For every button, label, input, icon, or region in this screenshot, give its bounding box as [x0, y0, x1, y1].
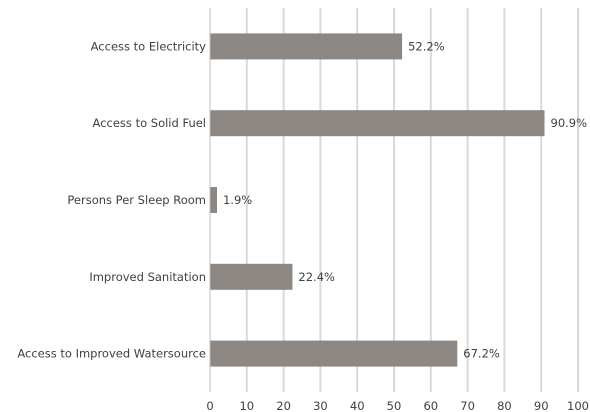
bar	[210, 263, 293, 290]
data-label: 1.9%	[223, 193, 252, 207]
data-label: 90.9%	[551, 116, 588, 130]
x-tick-labels: 0 10 20 30 40 50 60 70 80 90 100	[206, 399, 589, 412]
gridlines	[245, 8, 579, 392]
bar	[210, 110, 545, 137]
data-label: 67.2%	[463, 347, 500, 361]
x-tick-label: 30	[313, 399, 328, 412]
category-label: Persons Per Sleep Room	[67, 193, 206, 207]
bars	[210, 33, 545, 367]
data-label: 22.4%	[298, 270, 335, 284]
category-label: Access to Solid Fuel	[93, 116, 206, 130]
category-label: Access to Improved Watersource	[17, 347, 206, 361]
bar	[210, 187, 217, 213]
category-label: Access to Electricity	[91, 39, 207, 53]
bar	[210, 340, 458, 367]
x-tick-label: 20	[276, 399, 291, 412]
x-tick-label: 50	[387, 399, 402, 412]
x-tick-label: 40	[350, 399, 365, 412]
bar	[210, 33, 403, 60]
data-label: 52.2%	[408, 39, 445, 53]
data-labels: 52.2% 90.9% 1.9% 22.4% 67.2%	[223, 39, 587, 360]
x-tick-label: 0	[206, 399, 213, 412]
category-label: Improved Sanitation	[89, 270, 206, 284]
category-labels: Access to Electricity Access to Solid Fue…	[17, 39, 206, 360]
x-tick-label: 80	[497, 399, 512, 412]
x-tick-label: 90	[534, 399, 549, 412]
x-tick-label: 70	[460, 399, 475, 412]
x-tick-label: 10	[239, 399, 254, 412]
x-tick-label: 100	[567, 399, 589, 412]
x-tick-label: 60	[423, 399, 438, 412]
